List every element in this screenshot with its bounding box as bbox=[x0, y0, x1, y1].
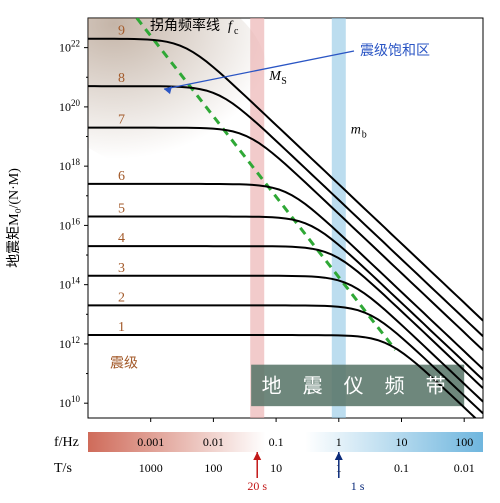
magnitude-label: 4 bbox=[118, 231, 125, 246]
x-tick-f: 0.01 bbox=[203, 435, 224, 449]
x-tick-t: 100 bbox=[204, 461, 222, 475]
x-tick-f: 10 bbox=[395, 435, 407, 449]
magnitude-title: 震级 bbox=[110, 356, 138, 372]
magnitude-curve bbox=[88, 217, 483, 380]
x-tick-t: 1000 bbox=[139, 461, 163, 475]
magnitude-label: 1 bbox=[118, 320, 125, 335]
corner-line-sub: c bbox=[234, 26, 239, 37]
ms-arrow-head bbox=[253, 452, 261, 460]
y-axis-label: 地震矩M₀/(N·M) bbox=[6, 168, 22, 268]
x-tick-t: 0.01 bbox=[454, 461, 475, 475]
x-tick-f: 1 bbox=[336, 435, 342, 449]
ms-band bbox=[250, 18, 264, 418]
seismometer-band-label: 地 震 仪 频 带 bbox=[262, 374, 454, 397]
y-tick-label: 1018 bbox=[59, 157, 81, 173]
y-tick-label: 1014 bbox=[59, 276, 81, 292]
mb-sub: b bbox=[362, 130, 367, 141]
y-tick-label: 1020 bbox=[59, 98, 81, 114]
mb-label: m bbox=[351, 123, 361, 138]
x-tick-f: 100 bbox=[455, 435, 473, 449]
magnitude-label: 9 bbox=[118, 24, 125, 39]
y-tick-label: 1022 bbox=[59, 39, 80, 55]
ms-marker-label: 20 s bbox=[247, 479, 267, 493]
x-tick-t: 10 bbox=[270, 461, 282, 475]
x-axis-t-label: T/s bbox=[54, 461, 72, 476]
magnitude-label: 8 bbox=[118, 71, 125, 86]
chart-svg: 1234567891010101210141016101810201022地震矩… bbox=[0, 0, 500, 503]
magnitude-label: 7 bbox=[118, 113, 125, 128]
magnitude-label: 5 bbox=[118, 202, 125, 217]
ms-sub: S bbox=[281, 76, 287, 87]
y-tick-label: 1012 bbox=[59, 335, 80, 351]
x-tick-f: 0.1 bbox=[269, 435, 284, 449]
magnitude-label: 2 bbox=[118, 290, 125, 305]
mb-arrow-head bbox=[335, 452, 343, 460]
magnitude-label: 3 bbox=[118, 261, 125, 276]
magnitude-label: 6 bbox=[118, 169, 125, 184]
x-tick-t: 0.1 bbox=[394, 461, 409, 475]
x-tick-f: 0.001 bbox=[137, 435, 164, 449]
seismic-moment-chart: 1234567891010101210141016101810201022地震矩… bbox=[0, 0, 500, 503]
saturation-label: 震级饱和区 bbox=[360, 43, 430, 59]
y-tick-label: 1016 bbox=[59, 216, 81, 232]
corner-line-label: 拐角频率线 bbox=[150, 17, 220, 34]
y-tick-label: 1010 bbox=[59, 394, 81, 410]
x-axis-f-label: f/Hz bbox=[54, 435, 79, 450]
mb-marker-label: 1 s bbox=[351, 479, 365, 493]
ms-label: M bbox=[268, 69, 282, 84]
